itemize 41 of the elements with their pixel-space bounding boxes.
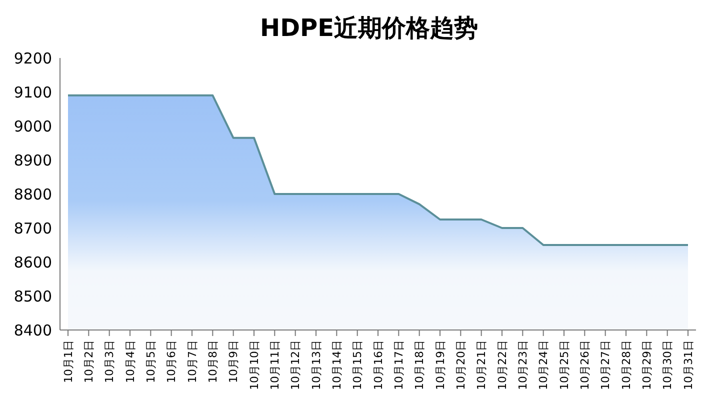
y-tick-label: 8800 [14, 185, 52, 204]
x-tick-label: 10月12日 [289, 340, 302, 390]
y-tick-label: 8400 [14, 321, 52, 340]
y-tick-label: 9100 [14, 83, 52, 102]
x-tick-label: 10月21日 [475, 340, 488, 390]
x-tick-label: 10月23日 [516, 340, 530, 390]
x-tick-label: 10月19日 [434, 340, 447, 390]
y-tick-label: 8600 [14, 253, 52, 272]
x-tick-label: 10月15日 [351, 340, 364, 390]
x-tick-label: 10月4日 [124, 340, 137, 383]
x-tick-label: 10月7日 [186, 340, 199, 383]
x-tick-label: 10月22日 [496, 340, 509, 390]
x-tick-label: 10月20日 [454, 340, 468, 390]
x-tick-label: 10月11日 [268, 340, 282, 390]
x-tick-label: 10月24日 [537, 340, 550, 390]
x-tick-label: 10月9日 [227, 340, 240, 383]
x-tick-label: 10月26日 [578, 340, 592, 390]
x-tick-label: 10月27日 [599, 340, 612, 390]
x-tick-label: 10月14日 [330, 340, 344, 390]
x-tick-label: 10月5日 [144, 340, 158, 383]
x-tick-label: 10月25日 [558, 340, 571, 390]
x-tick-label: 10月31日 [682, 340, 695, 390]
x-tick-label: 10月16日 [372, 340, 385, 390]
x-tick-label: 10月29日 [640, 340, 654, 390]
y-tick-label: 8700 [14, 219, 52, 238]
x-tick-label: 10月30日 [661, 340, 674, 390]
y-tick-label: 9200 [14, 49, 52, 68]
x-tick-label: 10月18日 [413, 340, 426, 390]
chart-title: HDPE近期价格趋势 [259, 13, 479, 44]
y-tick-label: 8500 [14, 287, 52, 306]
x-tick-label: 10月6日 [165, 340, 178, 383]
x-tick-label: 10月2日 [82, 340, 96, 383]
y-tick-label: 8900 [14, 151, 52, 170]
x-tick-label: 10月10日 [248, 340, 261, 390]
x-tick-label: 10月3日 [103, 340, 116, 383]
x-tick-label: 10月1日 [62, 340, 75, 383]
y-tick-label: 9000 [14, 117, 52, 136]
x-tick-label: 10月13日 [310, 340, 323, 390]
x-tick-label: 10月28日 [620, 340, 633, 390]
x-tick-label: 10月8日 [206, 340, 220, 383]
x-tick-label: 10月17日 [392, 340, 406, 390]
